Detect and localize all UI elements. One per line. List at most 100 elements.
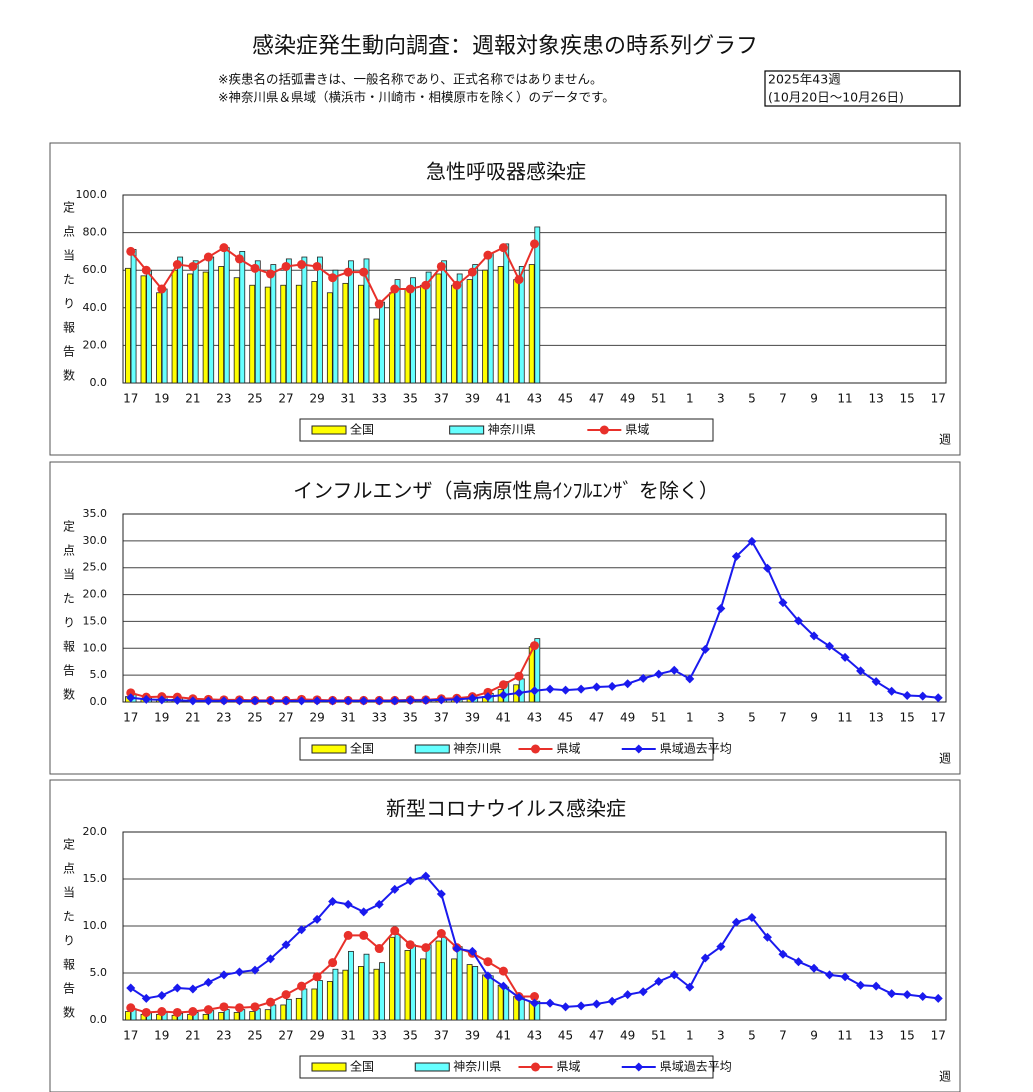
marker (126, 983, 136, 993)
x-tick-label: 21 (185, 711, 200, 725)
marker (514, 671, 524, 681)
marker (933, 693, 943, 703)
x-tick-label: 41 (496, 711, 511, 725)
legend-label: 全国 (350, 1059, 374, 1074)
bar (472, 966, 479, 1021)
x-tick-label: 35 (403, 1029, 418, 1043)
marker (374, 696, 384, 706)
marker (172, 983, 182, 993)
bar (161, 288, 168, 384)
x-tick-label: 47 (589, 711, 604, 725)
legend (299, 1055, 714, 1079)
marker (545, 998, 555, 1008)
x-tick-label: 27 (278, 711, 293, 725)
page-title: 感染症発生動向調査：週報対象疾患の時系列グラフ (252, 34, 758, 59)
marker (250, 263, 260, 273)
marker (762, 932, 772, 942)
y-axis-label: 定点当たり報告数 (62, 837, 76, 1030)
marker (390, 696, 400, 706)
marker (359, 907, 369, 917)
legend (299, 737, 714, 761)
bar (171, 269, 178, 384)
marker (297, 925, 307, 935)
marker (219, 970, 229, 980)
x-tick-label: 29 (309, 392, 324, 406)
x-tick-label: 23 (216, 392, 231, 406)
x-axis-label: 週 (939, 752, 951, 766)
x-tick-label: 49 (620, 711, 635, 725)
bar (435, 940, 442, 1021)
marker (219, 243, 229, 253)
x-tick-label: 5 (748, 711, 756, 725)
marker (297, 696, 307, 706)
marker (623, 679, 633, 689)
marker (203, 1005, 213, 1015)
marker (483, 250, 493, 260)
marker (405, 940, 415, 950)
marker (157, 284, 167, 294)
marker (281, 696, 291, 706)
bar (125, 267, 131, 384)
legend-swatch (449, 425, 485, 435)
x-tick-label: 27 (278, 392, 293, 406)
marker (561, 685, 571, 695)
bar (420, 284, 426, 384)
marker (576, 684, 586, 694)
bar (332, 269, 339, 384)
bar (456, 946, 463, 1021)
bar (254, 260, 261, 384)
marker (141, 694, 151, 704)
bar (379, 962, 385, 1021)
bar (311, 988, 318, 1021)
legend-label: 県域 (557, 1060, 581, 1074)
bar (435, 273, 442, 384)
x-tick-label: 25 (247, 392, 262, 406)
marker (266, 997, 276, 1007)
x-tick-label: 43 (527, 1029, 542, 1043)
bar (326, 292, 333, 384)
y-axis-label: 定点当たり報告数 (62, 200, 76, 393)
marker (747, 536, 757, 546)
period: 2025年43週 (768, 72, 841, 87)
marker (498, 966, 508, 976)
marker (312, 696, 322, 706)
marker (871, 981, 881, 991)
bar (528, 264, 535, 384)
x-tick-label: 45 (558, 1029, 573, 1043)
legend-label: 神奈川県 (453, 1060, 501, 1074)
marker (126, 1003, 136, 1013)
y-tick-label: 5.0 (90, 668, 108, 681)
x-tick-label: 11 (837, 1029, 852, 1043)
marker (793, 957, 803, 967)
marker (467, 946, 477, 956)
bar (357, 284, 364, 384)
bar (208, 256, 215, 384)
marker (188, 1007, 198, 1017)
bar (218, 1012, 225, 1021)
x-tick-label: 15 (900, 711, 915, 725)
marker (793, 616, 803, 626)
y-tick-label: 10.0 (83, 641, 108, 654)
bar (404, 288, 411, 384)
x-tick-label: 51 (651, 711, 666, 725)
x-tick-label: 45 (558, 711, 573, 725)
marker (281, 261, 291, 271)
x-tick-label: 17 (123, 392, 138, 406)
x-tick-label: 17 (123, 1029, 138, 1043)
chart-title: インフルエンザ（高病原性鳥ｲﾝﾌﾙｴﾝｻﾞ を除く） (293, 479, 719, 503)
marker (266, 954, 276, 964)
x-axis-label: 週 (939, 1070, 951, 1084)
marker (778, 598, 788, 608)
marker (669, 970, 679, 980)
bar (482, 974, 489, 1021)
x-tick-label: 35 (403, 711, 418, 725)
marker (343, 267, 353, 277)
marker (436, 261, 446, 271)
marker (498, 981, 508, 991)
chart-title: 急性呼吸器感染症 (426, 160, 586, 184)
x-tick-label: 1 (686, 392, 694, 406)
marker (809, 963, 819, 973)
bar (202, 1013, 209, 1021)
x-tick-label: 33 (372, 711, 387, 725)
